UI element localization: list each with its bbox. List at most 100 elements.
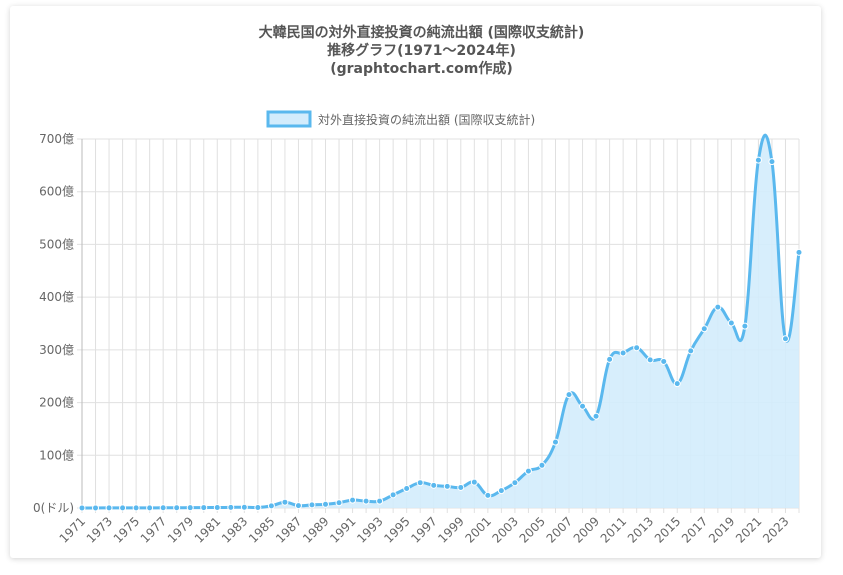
- x-tick-label: 1983: [219, 514, 250, 545]
- data-point[interactable]: [646, 356, 654, 364]
- x-tick-label: 1987: [273, 514, 304, 545]
- data-point[interactable]: [619, 349, 627, 357]
- data-point[interactable]: [281, 498, 289, 506]
- data-point[interactable]: [389, 491, 397, 499]
- data-point[interactable]: [294, 502, 302, 510]
- data-point[interactable]: [592, 412, 600, 420]
- data-point[interactable]: [673, 380, 681, 388]
- data-point[interactable]: [538, 461, 546, 469]
- data-point[interactable]: [741, 322, 749, 330]
- y-tick-label: 300億: [39, 343, 74, 357]
- data-point[interactable]: [335, 499, 343, 507]
- x-tick-label: 1991: [327, 514, 358, 545]
- data-point[interactable]: [227, 503, 235, 511]
- x-tick-label: 2003: [490, 514, 521, 545]
- data-point[interactable]: [240, 503, 248, 511]
- x-tick-label: 1993: [354, 514, 385, 545]
- x-tick-label: 1975: [111, 514, 142, 545]
- x-tick-label: 1979: [165, 514, 196, 545]
- y-tick-label: 100億: [39, 448, 74, 462]
- x-tick-label: 1973: [84, 514, 115, 545]
- chart-title-line-2: 推移グラフ(1971〜2024年): [327, 43, 516, 59]
- data-point[interactable]: [565, 391, 573, 399]
- data-point[interactable]: [633, 344, 641, 352]
- x-tick-label: 1995: [381, 514, 412, 545]
- x-tick-label: 1999: [435, 514, 466, 545]
- data-point[interactable]: [105, 504, 113, 512]
- data-point[interactable]: [497, 487, 505, 495]
- data-point[interactable]: [768, 158, 776, 166]
- y-tick-label: 500億: [39, 237, 74, 251]
- legend[interactable]: 対外直接投資の純流出額 (国際収支統計): [266, 110, 535, 128]
- data-point[interactable]: [186, 504, 194, 512]
- data-point[interactable]: [606, 355, 614, 363]
- x-tick-label: 1989: [300, 514, 331, 545]
- data-point[interactable]: [727, 319, 735, 327]
- data-point[interactable]: [714, 303, 722, 311]
- x-tick-label: 2013: [625, 514, 656, 545]
- y-tick-label: 600億: [39, 185, 74, 199]
- x-tick-label: 1977: [138, 514, 169, 545]
- data-point[interactable]: [119, 504, 127, 512]
- data-point[interactable]: [254, 503, 262, 511]
- data-point[interactable]: [78, 504, 86, 512]
- data-points: [78, 156, 803, 512]
- data-point[interactable]: [687, 347, 695, 355]
- data-point[interactable]: [213, 504, 221, 512]
- data-point[interactable]: [349, 496, 357, 504]
- data-point[interactable]: [484, 491, 492, 499]
- data-point[interactable]: [579, 402, 587, 410]
- data-point[interactable]: [430, 481, 438, 489]
- data-point[interactable]: [795, 248, 803, 256]
- legend-label: 対外直接投資の純流出額 (国際収支統計): [318, 112, 535, 127]
- y-tick-label: 700億: [39, 132, 74, 146]
- data-point[interactable]: [200, 504, 208, 512]
- data-point[interactable]: [362, 497, 370, 505]
- data-point[interactable]: [308, 501, 316, 509]
- x-tick-label: 1981: [192, 514, 223, 545]
- chart-title-line-3: (graphtochart.com作成): [330, 61, 513, 77]
- data-point[interactable]: [403, 484, 411, 492]
- data-point[interactable]: [457, 483, 465, 491]
- x-tick-label: 2019: [706, 514, 737, 545]
- legend-swatch: [266, 110, 312, 128]
- series-area-fill: [82, 135, 799, 508]
- data-point[interactable]: [551, 438, 559, 446]
- data-point[interactable]: [781, 335, 789, 343]
- y-tick-label: 400億: [39, 290, 74, 304]
- data-point[interactable]: [470, 478, 478, 486]
- y-tick-label: 200億: [39, 396, 74, 410]
- x-tick-label: 1971: [57, 514, 88, 545]
- data-point[interactable]: [173, 504, 181, 512]
- x-tick-label: 2011: [598, 514, 629, 545]
- x-tick-label: 2015: [652, 514, 683, 545]
- x-tick-label: 1985: [246, 514, 277, 545]
- x-axis-labels: 1971197319751977197919811983198519871989…: [57, 514, 792, 545]
- data-point[interactable]: [511, 479, 519, 487]
- y-tick-label: 0(ドル): [33, 501, 74, 515]
- data-point[interactable]: [146, 504, 154, 512]
- x-tick-label: 1997: [408, 514, 439, 545]
- y-axis-labels: 0(ドル) 100億 200億 300億 400億 500億 600億 700億: [33, 132, 74, 515]
- x-tick-label: 2017: [679, 514, 710, 545]
- data-point[interactable]: [376, 497, 384, 505]
- data-point[interactable]: [443, 482, 451, 490]
- data-point[interactable]: [754, 156, 762, 164]
- data-point[interactable]: [416, 479, 424, 487]
- data-point[interactable]: [524, 467, 532, 475]
- x-tick-label: 2007: [544, 514, 575, 545]
- data-point[interactable]: [660, 357, 668, 365]
- x-tick-label: 2023: [760, 514, 791, 545]
- chart-title-line-1: 大韓民国の対外直接投資の純流出額 (国際収支統計): [258, 25, 585, 41]
- x-tick-label: 2021: [733, 514, 764, 545]
- data-point[interactable]: [322, 500, 330, 508]
- x-tick-label: 2009: [571, 514, 602, 545]
- x-tick-label: 2005: [517, 514, 548, 545]
- data-point[interactable]: [700, 325, 708, 333]
- data-point[interactable]: [267, 502, 275, 510]
- data-point[interactable]: [92, 504, 100, 512]
- data-point[interactable]: [159, 504, 167, 512]
- data-point[interactable]: [132, 504, 140, 512]
- x-tick-label: 2001: [462, 514, 493, 545]
